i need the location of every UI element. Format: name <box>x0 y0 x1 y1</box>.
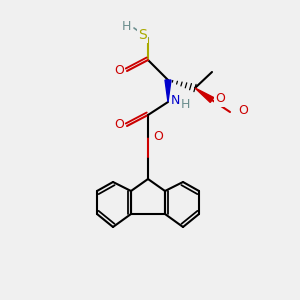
Polygon shape <box>195 88 214 103</box>
Text: O: O <box>114 64 124 76</box>
Text: S: S <box>138 28 147 42</box>
Text: O: O <box>215 92 225 106</box>
Text: O: O <box>153 130 163 143</box>
Text: N: N <box>171 94 180 107</box>
Text: O: O <box>114 118 124 131</box>
Text: H: H <box>122 20 131 34</box>
Polygon shape <box>165 80 171 102</box>
Text: O: O <box>238 104 248 118</box>
Text: H: H <box>181 98 190 112</box>
